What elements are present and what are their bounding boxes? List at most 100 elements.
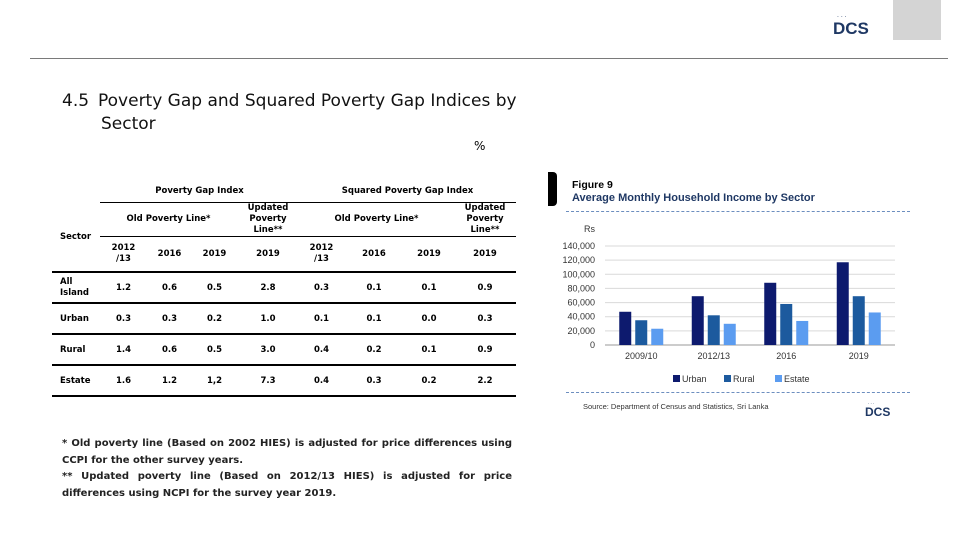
figure-title: Average Monthly Household Income by Sect…: [572, 192, 815, 204]
table-cell: 0.4: [299, 365, 344, 397]
footnote-updated-line: ** Updated poverty line (Based on 2012/1…: [62, 471, 512, 499]
header-year-2019-sq: 2019: [404, 236, 454, 273]
y-tick-label: 100,000: [562, 269, 595, 279]
header-old-line-spgi: Old Poverty Line*: [299, 202, 454, 237]
unit-label: %: [474, 139, 486, 153]
row-label: Urban: [52, 303, 100, 335]
section-title: 4.5 Poverty Gap and Squared Poverty Gap I…: [62, 90, 517, 136]
row-label: Estate: [52, 365, 100, 397]
bar-urban: [764, 282, 777, 345]
table-cell: 0.3: [344, 365, 404, 397]
table-cell: 0.5: [192, 272, 237, 304]
bar-estate: [868, 312, 881, 345]
bar-urban: [619, 311, 632, 345]
table-cell: 0.1: [404, 334, 454, 366]
svg-text:DCS: DCS: [833, 19, 869, 36]
figure-label: Figure 9: [572, 179, 613, 191]
section-number: 4.5: [62, 91, 90, 111]
table-cell: 0.9: [454, 272, 516, 304]
poverty-gap-table: Poverty Gap Index Squared Poverty Gap In…: [52, 180, 516, 397]
svg-text:· · ·: · · ·: [868, 401, 874, 406]
table-cell: 1.0: [237, 303, 299, 335]
header-year-2012-13-sq: 2012/13: [299, 236, 344, 273]
footnote-old-line: * Old poverty line (Based on 2002 HIES) …: [62, 438, 512, 466]
table-cell: 0.3: [299, 272, 344, 304]
table-cell: 1.2: [100, 272, 147, 304]
legend-swatch: [673, 375, 680, 382]
header-updated-line-pgi: Updated Poverty Line**: [237, 202, 299, 237]
figure-source: Source: Department of Census and Statist…: [583, 402, 769, 411]
x-tick-label: 2016: [776, 351, 796, 361]
section-title-line1: Poverty Gap and Squared Poverty Gap Indi…: [98, 91, 517, 111]
table-cell: 0.1: [344, 272, 404, 304]
svg-text:· · ·: · · ·: [837, 14, 847, 21]
row-label: Rural: [52, 334, 100, 366]
table-cell: 0.4: [299, 334, 344, 366]
bar-urban: [691, 296, 704, 345]
table-cell: 2.2: [454, 365, 516, 397]
x-tick-label: 2009/10: [625, 351, 658, 361]
table-cell: 0.3: [147, 303, 192, 335]
table-cell: 0.1: [404, 272, 454, 304]
header-year-2019-updated-sq: 2019: [454, 236, 516, 273]
table-cell: 3.0: [237, 334, 299, 366]
header-year-2016-sq: 2016: [344, 236, 404, 273]
header-divider: [30, 58, 948, 59]
table-cell: 0.1: [344, 303, 404, 335]
income-bar-chart: Rs 0 20,000 40,000 60,000 80,000 100,000 120,00…: [562, 224, 895, 384]
table-row: Rural 1.4 0.6 0.5 3.0 0.4 0.2 0.1 0.9: [52, 334, 516, 366]
table-cell: 1,2: [192, 365, 237, 397]
table-row: Urban 0.3 0.3 0.2 1.0 0.1 0.1 0.0 0.3: [52, 303, 516, 335]
bar-urban: [836, 262, 849, 345]
svg-text:DCS: DCS: [865, 405, 890, 417]
table-cell: 0.2: [344, 334, 404, 366]
y-tick-label: 40,000: [567, 312, 595, 322]
table-cell: 0.6: [147, 272, 192, 304]
table-cell: 0.1: [299, 303, 344, 335]
table-row: Estate 1.6 1.2 1,2 7.3 0.4 0.3 0.2 2.2: [52, 365, 516, 397]
table-cell: 1.6: [100, 365, 147, 397]
bar-estate: [723, 323, 736, 345]
header-year-2019-updated: 2019: [237, 236, 299, 273]
table-cell: 2.8: [237, 272, 299, 304]
bar-rural: [852, 296, 865, 345]
header-year-2019: 2019: [192, 236, 237, 273]
table-row: All Island 1.2 0.6 0.5 2.8 0.3 0.1 0.1 0.…: [52, 272, 516, 304]
table-cell: 1.4: [100, 334, 147, 366]
section-title-line2: Sector: [101, 114, 156, 134]
dcs-logo-small: · · · DCS: [865, 401, 890, 417]
table-cell: 0.9: [454, 334, 516, 366]
bar-rural: [635, 320, 648, 345]
header-updated-line-spgi: Updated Poverty Line**: [454, 202, 516, 237]
figure-marker: [548, 172, 557, 206]
table-cell: 0.6: [147, 334, 192, 366]
y-tick-label: 120,000: [562, 255, 595, 265]
header-old-line-pgi: Old Poverty Line*: [100, 202, 237, 237]
y-tick-label: 20,000: [567, 326, 595, 336]
y-tick-label: 60,000: [567, 298, 595, 308]
table-cell: 0.5: [192, 334, 237, 366]
header-poverty-gap-index: Poverty Gap Index: [100, 180, 299, 203]
table-cell: 0.3: [454, 303, 516, 335]
row-label: All Island: [52, 272, 100, 304]
legend-label: Estate: [784, 374, 810, 384]
header-year-2016: 2016: [147, 236, 192, 273]
legend-label: Rural: [733, 374, 755, 384]
legend-label: Urban: [682, 374, 707, 384]
figure-top-divider: [566, 211, 910, 212]
table-cell: 0.3: [100, 303, 147, 335]
y-tick-label: 0: [590, 340, 595, 350]
footnotes: * Old poverty line (Based on 2002 HIES) …: [62, 436, 512, 502]
table-cell: 0.0: [404, 303, 454, 335]
dcs-logo: · · · DCS: [833, 14, 869, 36]
figure-bottom-divider: [566, 392, 910, 393]
header-year-2012-13: 2012/13: [100, 236, 147, 273]
header-squared-poverty-gap-index: Squared Poverty Gap Index: [299, 180, 516, 203]
bar-rural: [780, 303, 793, 345]
y-axis-label: Rs: [584, 224, 595, 234]
table-cell: 1.2: [147, 365, 192, 397]
y-tick-label: 80,000: [567, 283, 595, 293]
bar-estate: [651, 328, 664, 345]
bar-estate: [796, 320, 809, 345]
y-tick-label: 140,000: [562, 241, 595, 251]
